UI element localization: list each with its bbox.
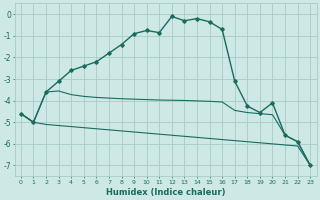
X-axis label: Humidex (Indice chaleur): Humidex (Indice chaleur) (106, 188, 225, 197)
